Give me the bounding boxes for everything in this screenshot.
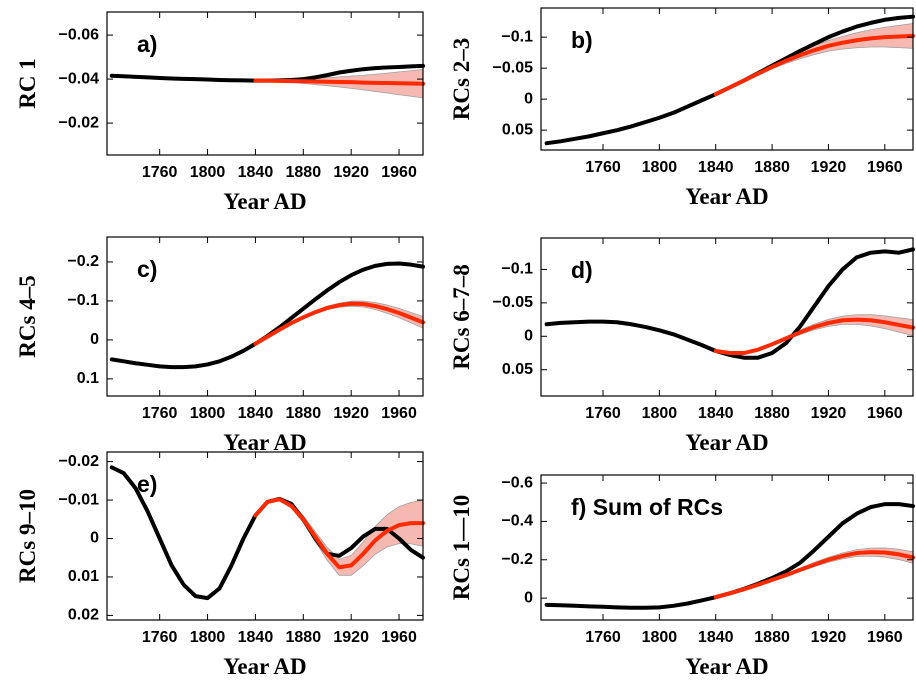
x-axis-label: Year AD [685,184,768,209]
x-tick-label: 1960 [867,629,903,646]
forecast-line [253,78,425,86]
y-tick-label: 0.02 [68,607,99,624]
y-tick-label: −0.05 [493,294,534,311]
y-tick-label: −0.02 [59,114,100,131]
x-axis-label: Year AD [685,430,768,455]
x-tick-label: 1840 [698,159,734,176]
x-tick-label: 1760 [585,629,621,646]
y-tick-label: −0.01 [59,491,100,508]
forecast-line [253,301,425,346]
y-tick-label: −0.04 [59,70,100,87]
x-tick-label: 1880 [754,159,790,176]
x-tick-label: 1840 [698,629,734,646]
x-tick-label: 1960 [381,164,417,181]
x-tick-label: 1760 [142,629,178,646]
x-tick-label: 1760 [142,164,178,181]
y-tick-label: −0.06 [59,26,100,43]
forecast-line [253,497,425,570]
x-tick-label: 1960 [381,405,417,422]
observed-line [109,261,425,370]
y-tick-label: 0 [90,530,99,547]
plot-frame [540,7,914,151]
x-tick-label: 1800 [642,159,678,176]
y-tick-label: −0.02 [59,453,100,470]
plot-frame [540,237,914,397]
y-tick-label: −0.2 [501,551,533,568]
panel-label: f) Sum of RCs [571,494,723,520]
panel-label: e) [137,471,157,497]
y-axis-label: RCs 2–3 [449,38,474,120]
x-tick-label: 1800 [642,629,678,646]
x-tick-label: 1840 [238,405,274,422]
x-tick-label: 1880 [286,164,322,181]
x-tick-label: 1960 [381,629,417,646]
x-tick-label: 1760 [585,405,621,422]
y-tick-label: −0.6 [501,474,533,491]
forecast-line [713,317,915,356]
panel-label: c) [137,256,157,282]
y-tick-label: −0.1 [67,292,99,309]
y-axis-label: RCs 9–10 [15,489,40,583]
x-tick-label: 1920 [333,629,369,646]
x-tick-label: 1800 [190,405,226,422]
x-tick-label: 1800 [190,629,226,646]
x-tick-label: 1840 [238,629,274,646]
x-tick-label: 1800 [642,405,678,422]
y-tick-label: −0.4 [501,513,533,530]
y-tick-label: 0 [524,328,533,345]
y-axis-label: RCs 4–5 [15,275,40,357]
y-tick-label: 0 [524,589,533,606]
x-tick-label: 1800 [190,164,226,181]
y-axis-label: RCs 1––10 [449,495,474,600]
y-tick-label: −0.1 [501,261,533,278]
plot-frame [106,236,424,397]
plot-frame [106,451,424,621]
x-tick-label: 1760 [585,159,621,176]
panel-label: d) [571,257,593,283]
x-tick-label: 1880 [754,629,790,646]
forecast-line [713,550,915,600]
y-tick-label: 0.05 [502,361,533,378]
x-axis-label: Year AD [685,654,768,679]
x-tick-label: 1840 [698,405,734,422]
uncertainty-band [255,498,423,576]
forecast-line [713,33,915,97]
y-tick-label: 0.1 [77,370,99,387]
panel-label: a) [137,31,157,57]
x-tick-label: 1880 [286,629,322,646]
uncertainty-band [715,23,913,95]
x-tick-label: 1920 [811,159,847,176]
x-tick-label: 1920 [811,629,847,646]
x-tick-label: 1880 [286,405,322,422]
y-axis-label: RC 1 [15,58,40,108]
x-axis-label: Year AD [223,654,306,679]
x-tick-label: 1920 [333,405,369,422]
y-tick-label: 0.05 [502,121,533,138]
x-tick-label: 1920 [333,164,369,181]
x-axis-label: Year AD [223,430,306,455]
x-tick-label: 1840 [238,164,274,181]
panel-label: b) [571,27,593,53]
x-tick-label: 1960 [867,405,903,422]
y-tick-label: −0.1 [501,28,533,45]
uncertainty-band [715,314,913,354]
y-tick-label: 0.01 [68,568,99,585]
observed-line [544,247,915,360]
x-tick-label: 1880 [754,405,790,422]
plot-frame [106,11,424,156]
x-axis-label: Year AD [223,189,306,214]
y-tick-label: 0 [90,331,99,348]
x-tick-label: 1920 [811,405,847,422]
y-tick-label: −0.2 [67,253,99,270]
plot-frame [540,474,914,621]
x-tick-label: 1760 [142,405,178,422]
x-tick-label: 1960 [867,159,903,176]
y-axis-label: RCs 6–7–8 [449,264,474,369]
y-tick-label: −0.05 [493,59,534,76]
y-tick-label: 0 [524,90,533,107]
